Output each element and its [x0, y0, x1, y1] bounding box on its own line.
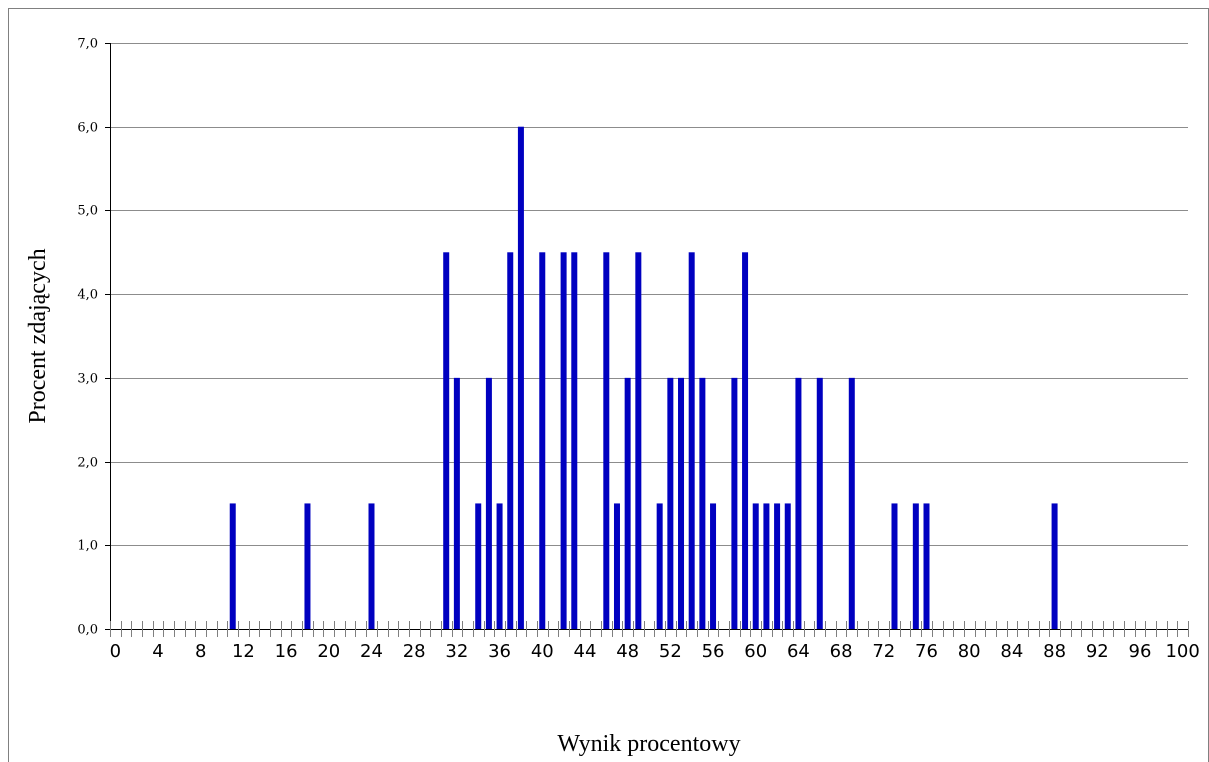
x-tick-label: 44 [574, 641, 597, 662]
bar [742, 252, 749, 630]
x-tick-label: 4 [152, 641, 163, 662]
y-tick-label: 4,0 [77, 288, 98, 303]
bar [453, 377, 460, 629]
x-tick-label: 28 [403, 641, 426, 662]
bar [603, 252, 610, 630]
bar [229, 503, 236, 629]
x-tick-label: 52 [659, 641, 682, 662]
bar [891, 503, 898, 629]
x-tick-label: 68 [830, 641, 853, 662]
x-tick-label: 96 [1129, 641, 1152, 662]
x-tick-label: 8 [195, 641, 206, 662]
x-tick-labels: 0 4 8 12 16 20 24 28 32 36 40 44 48 52 56 60 64 68 72 76 80 8… [110, 641, 1200, 662]
x-tick-label: 100 [1165, 641, 1199, 662]
y-tick-label: 5,0 [77, 204, 98, 219]
axes [105, 43, 1189, 637]
x-tick-label: 12 [232, 641, 255, 662]
y-tick-label: 0,0 [77, 623, 98, 638]
bar [304, 503, 311, 629]
bar [688, 252, 695, 630]
bar [710, 503, 717, 629]
x-tick-label: 60 [744, 641, 767, 662]
y-tick-label: 1,0 [77, 539, 98, 554]
bar [624, 377, 631, 629]
bar [485, 377, 492, 629]
grid-lines [110, 43, 1188, 546]
bar [678, 377, 685, 629]
x-tick-label: 36 [488, 641, 511, 662]
bar [795, 377, 802, 629]
bar [507, 252, 514, 630]
bar [1051, 503, 1058, 629]
bar [539, 252, 546, 630]
bar [923, 503, 930, 629]
bar [496, 503, 503, 629]
y-tick-label: 3,0 [77, 372, 98, 387]
bar [912, 503, 919, 629]
x-tick-label: 80 [958, 641, 981, 662]
x-axis-title: Wynik procentowy [557, 731, 740, 757]
y-tick-label: 2,0 [77, 456, 98, 471]
y-tick-labels: 0,0 1,0 2,0 3,0 4,0 5,0 6,0 7,0 [77, 37, 98, 638]
x-tick-label: 76 [915, 641, 938, 662]
x-tick-label: 24 [360, 641, 383, 662]
x-tick-label: 0 [110, 641, 121, 662]
x-tick-label: 88 [1043, 641, 1066, 662]
bar [656, 503, 663, 629]
bar [699, 377, 706, 629]
bar [763, 503, 770, 629]
bar [517, 126, 524, 630]
bar [816, 377, 823, 629]
bar [443, 252, 450, 630]
x-tick-label: 84 [1000, 641, 1023, 662]
x-tick-label: 16 [275, 641, 298, 662]
y-axis-title: Procent zdających [25, 248, 51, 423]
x-tick-label: 92 [1086, 641, 1109, 662]
bar [667, 377, 674, 629]
y-tick-label: 6,0 [77, 121, 98, 136]
bar [784, 503, 791, 629]
y-tick-label: 7,0 [77, 37, 98, 52]
bar [571, 252, 578, 630]
bar [774, 503, 781, 629]
bar [752, 503, 759, 629]
x-tick-label: 20 [317, 641, 340, 662]
x-tick-label: 32 [445, 641, 468, 662]
x-tick-label: 64 [787, 641, 810, 662]
bars [229, 126, 1058, 630]
x-tick-label: 56 [702, 641, 725, 662]
x-tick-label: 48 [616, 641, 639, 662]
bar [635, 252, 642, 630]
bar [848, 377, 855, 629]
bar [560, 252, 567, 630]
bar [613, 503, 620, 629]
x-tick-label: 72 [872, 641, 895, 662]
bar [731, 377, 738, 629]
bar [368, 503, 375, 629]
x-tick-label: 40 [531, 641, 554, 662]
bar [475, 503, 482, 629]
